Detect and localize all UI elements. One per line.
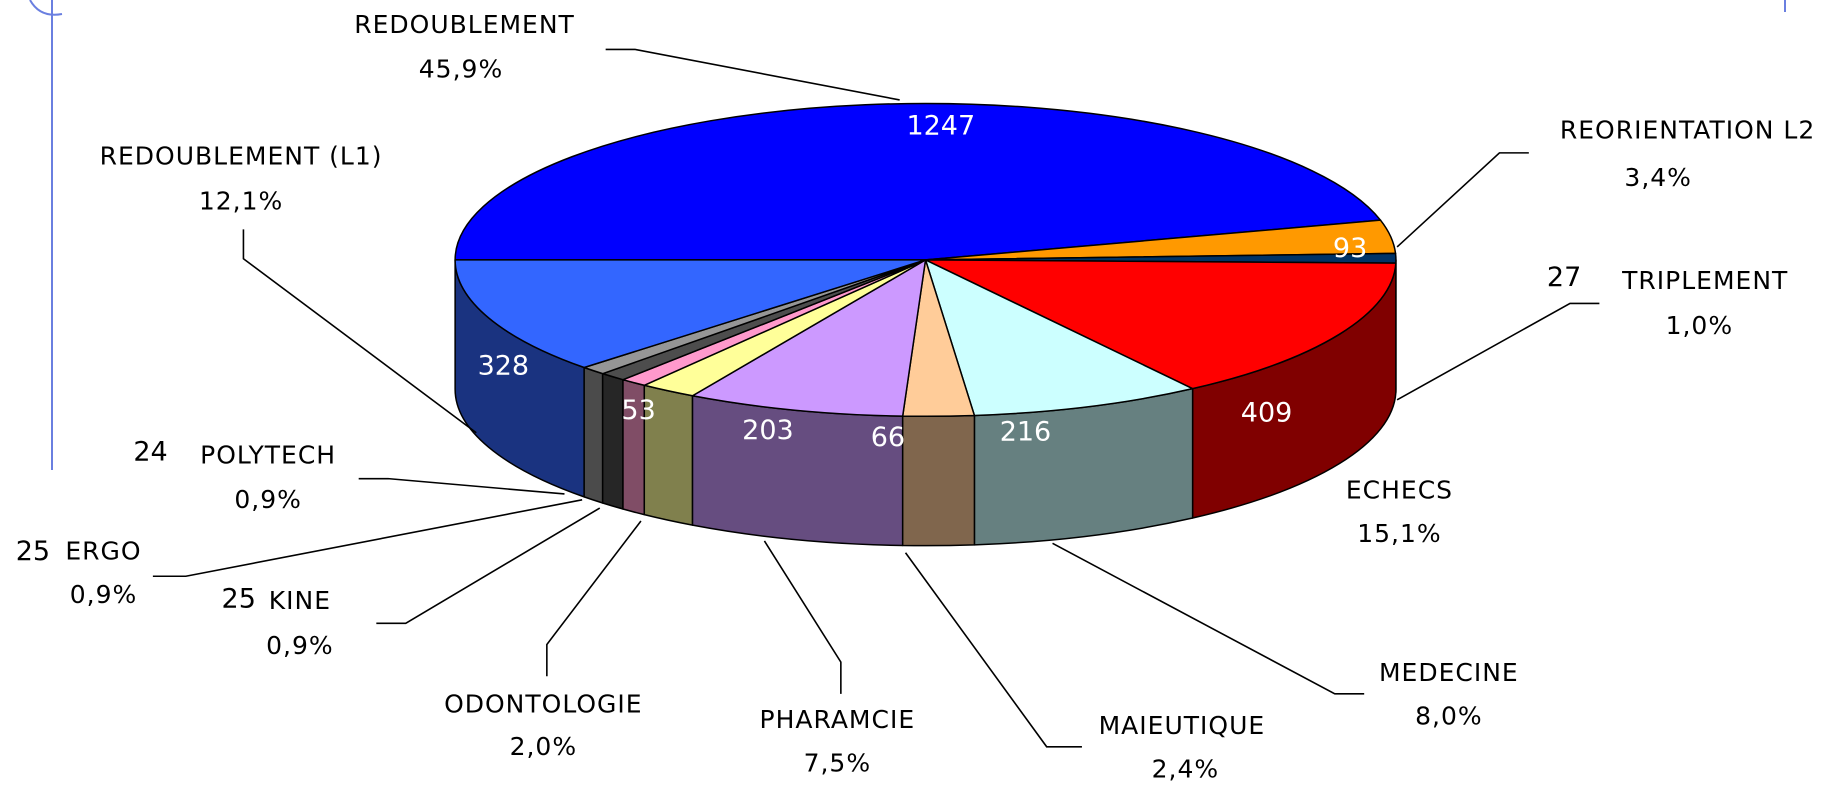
percent-label: 0,9%	[70, 580, 138, 609]
leader-line	[242, 229, 477, 434]
leader-line	[152, 499, 583, 578]
slice-label: TRIPLEMENT	[1621, 266, 1788, 295]
slice-label: POLYTECH	[200, 440, 336, 469]
pie-slice	[454, 259, 927, 369]
value-label: 328	[478, 350, 530, 381]
leader-line	[1396, 302, 1600, 401]
slice-label: KINE	[269, 586, 331, 615]
slice-label: ECHECS	[1346, 476, 1453, 505]
pie-slice-side	[901, 414, 976, 547]
value-label: 66	[871, 422, 905, 453]
leader-line	[376, 507, 601, 625]
leader-line	[904, 552, 1082, 748]
value-label: 1247	[906, 111, 975, 142]
leader-line	[605, 48, 900, 101]
slice-label: REORIENTATION L2	[1560, 116, 1815, 145]
percent-label: 2,0%	[510, 732, 578, 761]
percent-label: 12,1%	[199, 186, 283, 215]
value-label: 93	[1333, 233, 1367, 264]
pie-slice-side	[601, 372, 624, 510]
leader-line	[358, 477, 565, 495]
value-label: 216	[1000, 416, 1052, 447]
value-label: 24	[133, 436, 167, 467]
slice-label: REDOUBLEMENT (L1)	[100, 142, 383, 171]
decor-curve	[29, 0, 63, 16]
value-label: 25	[16, 536, 50, 567]
pie-tops	[454, 102, 1397, 418]
percent-label: 3,4%	[1624, 163, 1692, 192]
slice-label: REDOUBLEMENT	[354, 10, 575, 39]
value-label: 25	[222, 583, 256, 614]
leader-line	[546, 520, 642, 677]
pie-slice	[924, 259, 1397, 390]
pie-slice	[454, 102, 1382, 261]
pie-slice-side	[691, 395, 904, 547]
percent-label: 1,0%	[1666, 311, 1734, 340]
value-label: 203	[742, 415, 794, 446]
slice-label: ODONTOLOGIE	[444, 690, 643, 719]
leader-line	[1396, 152, 1529, 248]
labels: REDOUBLEMENT 45,9% 1247 REORIENTATION L2 3,4…	[16, 10, 1815, 783]
slice-label: MEDECINE	[1379, 658, 1519, 687]
percent-label: 0,9%	[266, 631, 334, 660]
percent-label: 8,0%	[1415, 701, 1483, 730]
slice-label: PHARAMCIE	[760, 705, 916, 734]
pie-slice	[924, 259, 1194, 417]
value-label: 53	[621, 395, 655, 426]
percent-label: 0,9%	[234, 485, 302, 514]
value-label: 409	[1241, 397, 1293, 428]
percent-label: 7,5%	[804, 748, 872, 777]
pie-sides	[454, 259, 1397, 547]
slice-label: MAIEUTIQUE	[1099, 711, 1266, 740]
leader-line	[763, 540, 842, 694]
slice-label: ERGO	[65, 537, 141, 566]
value-label: 27	[1547, 262, 1581, 293]
pie-slice-side	[583, 366, 604, 504]
percent-label: 2,4%	[1152, 754, 1220, 783]
percent-label: 15,1%	[1357, 519, 1441, 548]
leader-line	[1052, 542, 1365, 695]
percent-label: 45,9%	[419, 55, 503, 84]
pie-slice	[691, 259, 927, 417]
